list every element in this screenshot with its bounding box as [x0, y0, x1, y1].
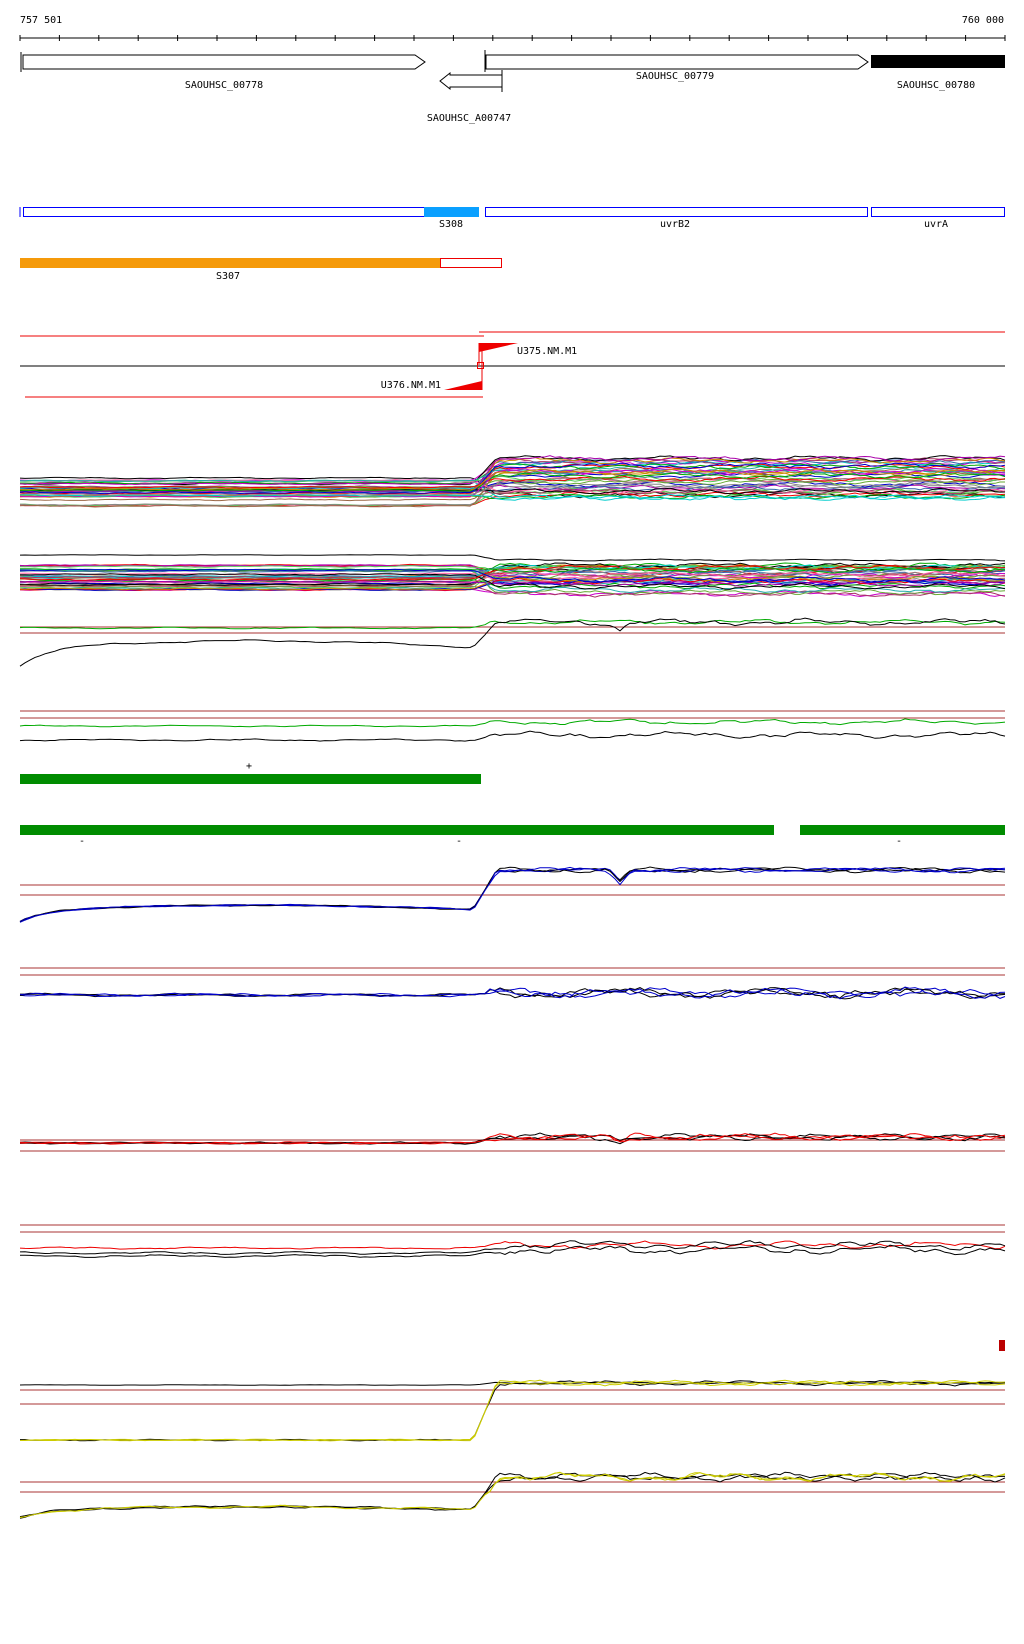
strand-bar	[800, 825, 1005, 835]
strand-label: -	[79, 836, 85, 847]
ruler-start: 757 501	[20, 15, 62, 26]
expression-trace	[19, 866, 1006, 922]
feature-box	[20, 258, 440, 268]
primer-label: U375.NM.M1	[517, 346, 577, 357]
expression-trace	[19, 564, 1006, 581]
ruler-end: 760 000	[962, 15, 1004, 26]
expression-trace	[19, 488, 1006, 498]
expression-trace	[19, 867, 1006, 923]
feature-box	[424, 207, 479, 217]
feature-box	[871, 207, 1005, 217]
gene-arrow	[485, 54, 869, 70]
traces	[19, 455, 1006, 1519]
expression-trace	[20, 1132, 1006, 1145]
primer-flag	[479, 343, 518, 352]
strand-label: -	[456, 836, 462, 847]
expression-trace	[19, 462, 1006, 495]
expression-trace	[19, 554, 1006, 562]
expression-trace	[19, 455, 1006, 486]
feature-label: uvrB2	[660, 219, 690, 230]
marker	[999, 1340, 1005, 1351]
feature-label: uvrA	[924, 219, 948, 230]
expression-trace	[19, 1471, 1006, 1519]
expression-trace	[20, 494, 1006, 501]
expression-trace	[19, 472, 1006, 492]
expression-trace	[20, 584, 1006, 598]
expression-trace	[19, 1472, 1006, 1518]
expression-trace	[19, 478, 1005, 489]
expression-trace	[19, 482, 1006, 496]
primer-site	[477, 362, 484, 369]
expression-trace	[20, 1379, 1006, 1442]
expression-trace	[19, 866, 1006, 922]
expression-trace	[20, 570, 1006, 584]
strand-bar	[20, 825, 774, 835]
expression-trace	[19, 575, 1006, 591]
feature-label: S307	[216, 271, 240, 282]
gene-box	[871, 55, 1005, 68]
expression-trace	[20, 1244, 1006, 1258]
ruler	[19, 35, 1006, 41]
feature-box	[440, 258, 502, 268]
expression-trace	[20, 562, 1006, 587]
gene-arrow	[22, 54, 426, 70]
expression-trace	[19, 564, 1006, 588]
expression-trace	[19, 563, 1006, 578]
gene-label: SAOUHSC_00778	[185, 80, 263, 91]
primer-label: U376.NM.M1	[381, 380, 441, 391]
gene-arrow	[439, 71, 503, 91]
gene-label: SAOUHSC_00780	[897, 80, 975, 91]
expression-trace	[19, 986, 1006, 1000]
feature-box	[485, 207, 868, 217]
expression-trace	[19, 1240, 1006, 1255]
primer-flag	[444, 381, 482, 390]
expression-trace	[19, 730, 1006, 742]
expression-trace	[19, 487, 1006, 495]
expression-trace	[19, 987, 1006, 999]
feature-label: S308	[439, 219, 463, 230]
expression-trace	[19, 457, 1006, 485]
expression-trace	[19, 1240, 1006, 1250]
expression-trace	[19, 1379, 1006, 1442]
expression-trace	[19, 455, 1006, 493]
expression-trace	[19, 866, 1006, 923]
expression-trace	[19, 564, 1006, 580]
expression-trace	[19, 568, 1006, 583]
expression-trace	[19, 566, 1006, 574]
expression-trace	[19, 467, 1006, 508]
strand-label: -	[896, 836, 902, 847]
gene-label: SAOUHSC_00779	[636, 71, 714, 82]
expression-trace	[20, 573, 1006, 590]
expression-trace	[20, 468, 1006, 491]
strand-bar	[20, 774, 481, 784]
expression-trace	[19, 718, 1006, 728]
expression-trace	[19, 618, 1006, 630]
expression-trace	[19, 1133, 1006, 1145]
expression-trace	[19, 475, 1006, 489]
expression-trace	[19, 617, 1006, 667]
feature-box	[23, 207, 425, 217]
strand-label: +	[246, 761, 252, 772]
gene-label: SAOUHSC_A00747	[427, 113, 511, 124]
expression-trace	[19, 1472, 1006, 1519]
expression-trace	[19, 469, 1006, 486]
